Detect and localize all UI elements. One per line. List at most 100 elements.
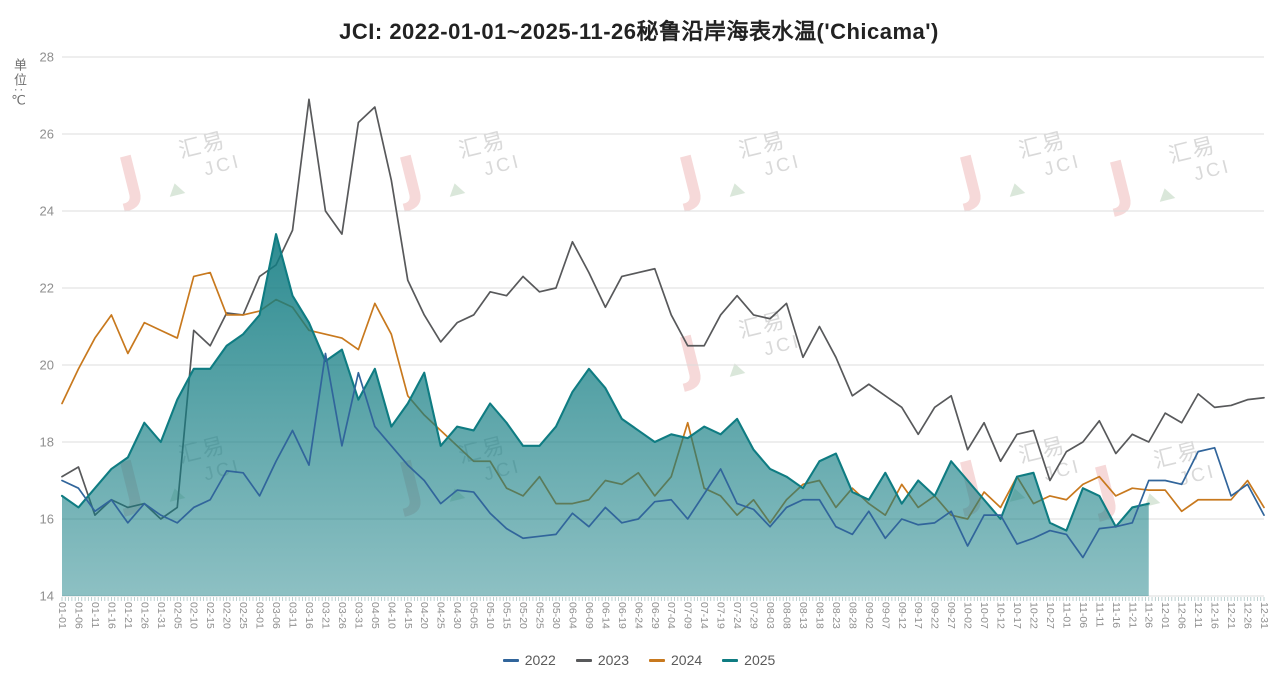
x-tick-label: 09-12	[896, 602, 908, 629]
x-tick-label: 02-15	[204, 602, 216, 629]
x-tick-label: 07-19	[715, 602, 727, 629]
x-tick-label: 11-06	[1077, 602, 1089, 628]
x-tick-label: 11-21	[1126, 602, 1138, 628]
y-tick-label: 16	[40, 512, 54, 527]
x-tick-label: 09-07	[879, 602, 891, 629]
x-tick-label: 12-11	[1192, 602, 1204, 628]
chart-legend: 2022 2023 2024 2025	[0, 652, 1278, 668]
x-tick-label: 08-23	[830, 602, 842, 629]
x-tick-label: 07-24	[731, 602, 743, 629]
x-tick-label: 08-13	[797, 602, 809, 629]
x-tick-label: 11-16	[1110, 602, 1122, 628]
series-line-2025	[60, 233, 1150, 532]
legend-swatch-2022	[502, 658, 519, 662]
x-tick-label: 03-01	[254, 602, 266, 629]
x-tick-label: 08-03	[764, 602, 776, 629]
x-tick-label: 12-06	[1176, 602, 1188, 629]
y-tick-label: 24	[40, 204, 54, 219]
x-tick-label: 02-05	[171, 602, 183, 629]
x-tick-label: 11-11	[1093, 602, 1105, 627]
y-tick-label: 26	[40, 127, 54, 142]
x-tick-label: 12-31	[1258, 602, 1270, 629]
y-tick-label: 14	[40, 589, 54, 604]
x-tick-label: 04-25	[435, 602, 447, 629]
x-tick-label: 01-26	[138, 602, 150, 629]
x-tick-label: 10-22	[1027, 602, 1039, 629]
x-tick-label: 02-20	[221, 602, 233, 629]
legend-item-2025[interactable]: 2025	[722, 652, 775, 668]
x-tick-label: 06-24	[632, 602, 644, 629]
legend-swatch-2024	[649, 658, 665, 662]
x-tick-label: 10-02	[962, 602, 974, 629]
legend-swatch-2023	[575, 658, 592, 662]
x-tick-label: 10-12	[995, 602, 1007, 629]
x-tick-label: 10-17	[1011, 602, 1023, 629]
x-tick-label: 01-16	[105, 602, 117, 629]
x-tick-label: 09-17	[912, 602, 924, 629]
x-tick-label: 11-26	[1143, 602, 1155, 628]
y-axis-unit-label: 单位:℃	[12, 58, 27, 111]
x-tick-label: 02-25	[237, 602, 249, 629]
legend-label-2024: 2024	[671, 652, 703, 668]
legend-item-2024[interactable]: 2024	[649, 652, 702, 668]
x-tick-label: 03-11	[287, 602, 299, 628]
legend-item-2023[interactable]: 2023	[575, 652, 629, 668]
x-tick-label: 01-06	[72, 602, 84, 629]
x-tick-label: 04-30	[451, 602, 463, 629]
x-tick-label: 02-10	[188, 602, 200, 629]
chart-title: JCI: 2022-01-01~2025-11-26秘鲁沿岸海表水温('Chic…	[339, 19, 939, 44]
x-tick-label: 06-14	[599, 602, 611, 629]
x-tick-label: 08-28	[846, 602, 858, 629]
x-tick-label: 03-31	[352, 602, 364, 629]
x-tick-label: 08-08	[780, 602, 792, 629]
legend-label-2025: 2025	[744, 652, 776, 668]
x-tick-label: 01-11	[89, 602, 101, 628]
x-tick-label: 01-01	[56, 602, 68, 629]
x-tick-label: 03-26	[336, 602, 348, 629]
x-tick-label: 05-30	[550, 602, 562, 629]
x-tick-label: 05-10	[484, 602, 496, 629]
legend-label-2023: 2023	[597, 652, 629, 668]
x-tick-label: 07-09	[682, 602, 694, 629]
x-tick-label: 05-20	[517, 602, 529, 629]
x-tick-label: 03-21	[319, 602, 331, 629]
x-tick-label: 11-01	[1060, 602, 1072, 628]
legend-item-2022[interactable]: 2022	[502, 652, 556, 668]
x-tick-label: 05-25	[534, 602, 546, 629]
x-tick-label: 03-06	[270, 602, 282, 629]
x-tick-label: 04-10	[385, 602, 397, 629]
x-tick-label: 05-05	[468, 602, 480, 629]
x-tick-label: 07-29	[748, 602, 760, 629]
x-tick-label: 04-15	[402, 602, 414, 629]
legend-swatch-2025	[722, 658, 739, 662]
x-tick-label: 04-20	[418, 602, 430, 629]
x-tick-label: 03-16	[303, 602, 315, 629]
y-tick-label: 22	[40, 281, 54, 296]
x-tick-label: 01-31	[155, 602, 167, 629]
y-tick-label: 18	[40, 435, 54, 450]
x-tick-label: 10-07	[978, 602, 990, 629]
x-tick-label: 06-29	[649, 602, 661, 629]
x-tick-label: 06-04	[566, 602, 578, 629]
y-tick-label: 20	[40, 358, 54, 373]
x-tick-label: 12-21	[1225, 602, 1237, 629]
x-tick-label: 06-09	[583, 602, 595, 629]
x-tick-label: 05-15	[501, 602, 513, 629]
x-tick-label: 09-27	[945, 602, 957, 629]
series-area-2025	[62, 234, 1149, 596]
x-tick-label: 09-02	[863, 602, 875, 629]
x-tick-label: 06-19	[616, 602, 628, 629]
x-tick-label: 07-14	[698, 602, 710, 629]
x-tick-label: 09-22	[929, 602, 941, 629]
series-line-2022	[61, 352, 1265, 559]
x-tick-label: 10-27	[1044, 602, 1056, 629]
x-tick-label: 07-04	[665, 602, 677, 629]
x-tick-label: 04-05	[369, 602, 381, 629]
x-tick-label: 12-16	[1209, 602, 1221, 629]
y-tick-label: 28	[40, 50, 54, 65]
x-tick-label: 08-18	[813, 602, 825, 629]
x-tick-label: 01-21	[122, 602, 134, 629]
legend-label-2022: 2022	[524, 652, 556, 668]
